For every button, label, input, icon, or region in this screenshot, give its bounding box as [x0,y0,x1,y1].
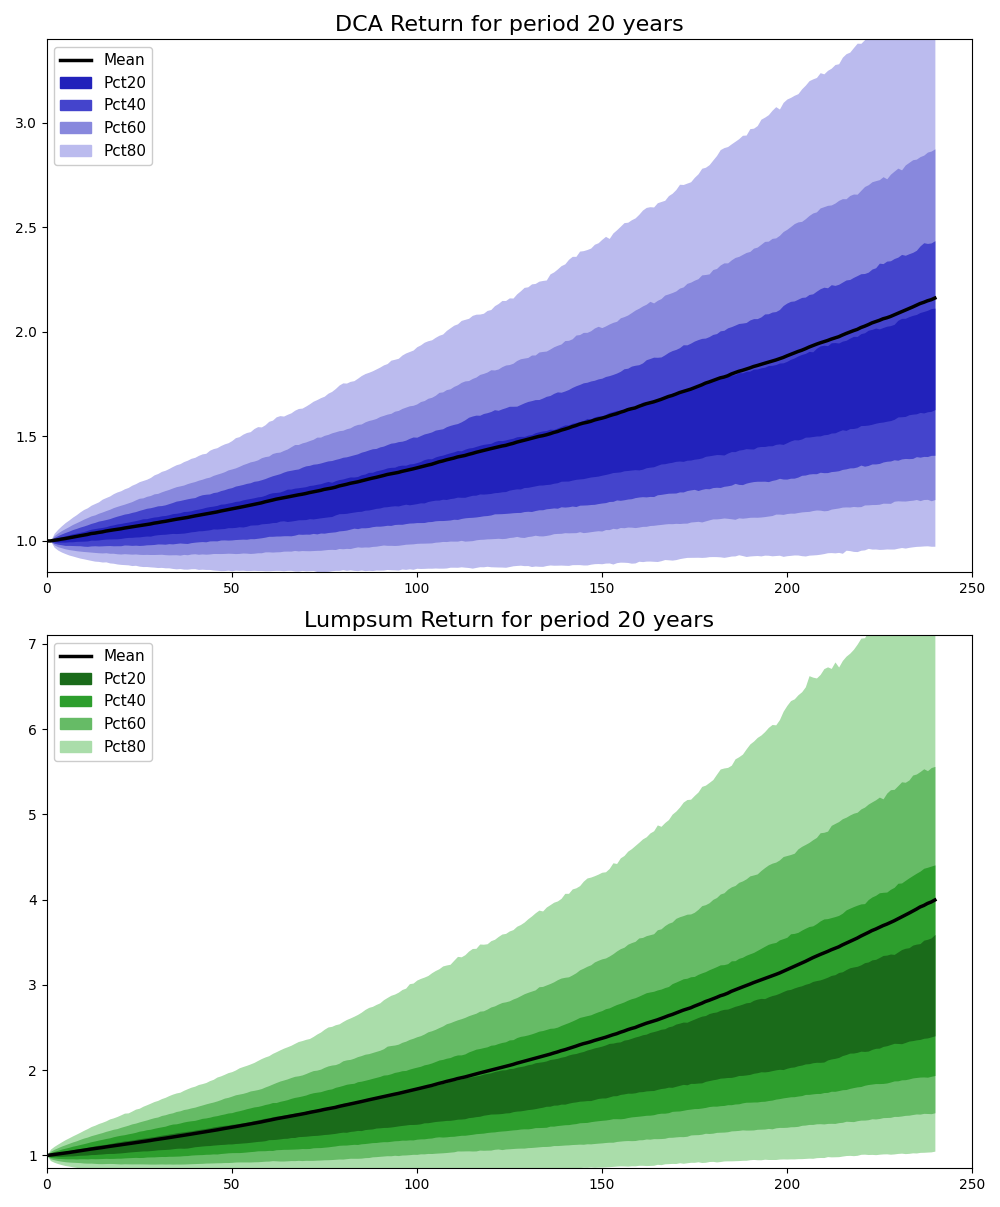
Legend: Mean, Pct20, Pct40, Pct60, Pct80: Mean, Pct20, Pct40, Pct60, Pct80 [54,47,152,164]
Title: DCA Return for period 20 years: DCA Return for period 20 years [335,14,684,35]
Legend: Mean, Pct20, Pct40, Pct60, Pct80: Mean, Pct20, Pct40, Pct60, Pct80 [54,643,152,760]
Title: Lumpsum Return for period 20 years: Lumpsum Return for period 20 years [304,611,714,631]
